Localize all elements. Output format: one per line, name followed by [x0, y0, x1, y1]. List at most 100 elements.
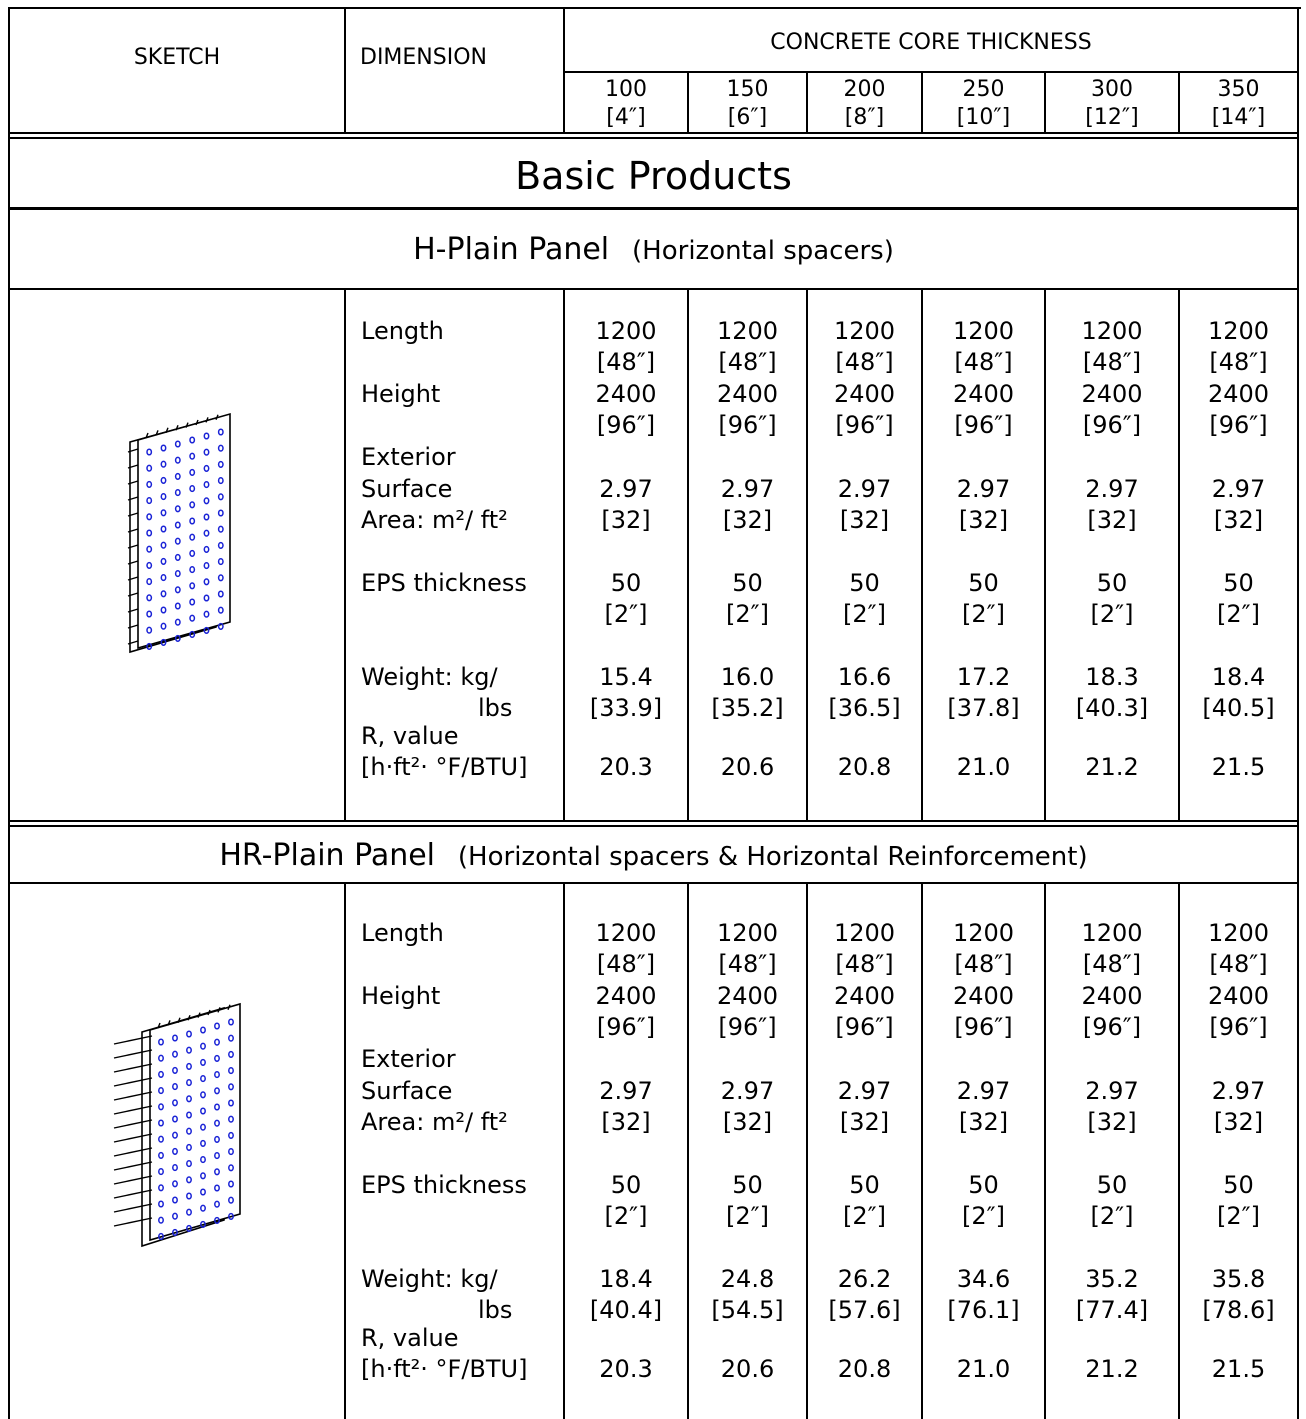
thickness-mm: 250 — [962, 77, 1005, 102]
value-length_in: [48″] — [954, 348, 1013, 376]
p2-divider-c — [687, 882, 689, 1419]
value-height: 2400 — [833, 380, 896, 408]
value-length: 1200 — [833, 317, 896, 345]
value-r: 21.2 — [1085, 753, 1139, 781]
product-desc: (Horizontal spacers & Horizontal Reinfor… — [457, 842, 1088, 872]
value-weight_lbs: [78.6] — [1202, 1296, 1275, 1324]
dimension-label-ext1: Exterior — [361, 1045, 456, 1073]
product-desc: (Horizontal spacers) — [632, 236, 894, 266]
value-weight: 15.4 — [599, 663, 653, 691]
value-weight: 18.4 — [1211, 663, 1266, 691]
value-eps: 50 — [849, 1171, 880, 1199]
value-height_in: [96″] — [596, 411, 656, 439]
concrete-core-header: CONCRETE CORE THICKNESS — [770, 30, 1092, 55]
value-eps_in: [2″] — [1217, 600, 1260, 628]
table-border-left — [8, 7, 10, 1419]
value-weight: 35.8 — [1211, 1265, 1266, 1293]
value-eps_in: [2″] — [726, 600, 769, 628]
thickness-in: [12″] — [1085, 105, 1139, 130]
value-length_in: [48″] — [596, 348, 656, 376]
value-area_ft: [32] — [722, 1108, 773, 1136]
value-eps: 50 — [1223, 1171, 1254, 1199]
value-length: 1200 — [716, 919, 779, 947]
value-height: 2400 — [595, 982, 657, 1010]
value-weight: 26.2 — [837, 1265, 892, 1293]
product-title-2: HR-Plain Panel (Horizontal spacers & Hor… — [10, 834, 1297, 879]
value-area: 2.97 — [599, 475, 653, 503]
value-area: 2.97 — [956, 1077, 1011, 1105]
dimension-label-r2: [h·ft²· °F/BTU] — [361, 1355, 528, 1383]
value-length_in: [48″] — [835, 348, 894, 376]
value-area: 2.97 — [1085, 1077, 1139, 1105]
p2-divider-e — [921, 882, 923, 1419]
product-double-rule-a — [9, 820, 1299, 822]
dimension-label-ext3: Area: m²/ ft² — [361, 506, 508, 534]
value-weight_lbs: [37.8] — [947, 694, 1020, 722]
value-weight_lbs: [40.5] — [1202, 694, 1275, 722]
value-r: 21.5 — [1211, 1355, 1266, 1383]
product-2-title-rule — [9, 882, 1299, 884]
p1-divider-a — [344, 288, 346, 820]
value-length_in: [48″] — [1209, 348, 1268, 376]
value-weight_lbs: [77.4] — [1075, 1296, 1149, 1324]
thickness-mm: 300 — [1091, 77, 1133, 102]
value-height_in: [96″] — [1082, 411, 1142, 439]
dimension-label-ext2: Surface — [361, 1077, 453, 1105]
thickness-col-divider-2 — [806, 71, 808, 132]
dimension-label-r1: R, value — [361, 1324, 459, 1352]
value-height_in: [96″] — [1082, 1013, 1142, 1041]
value-weight_lbs: [36.5] — [828, 694, 901, 722]
thickness-in: [4″] — [606, 105, 646, 130]
p2-divider-g — [1178, 882, 1180, 1419]
value-eps_in: [2″] — [604, 1202, 648, 1230]
value-weight_lbs: [76.1] — [947, 1296, 1020, 1324]
value-length_in: [48″] — [835, 950, 894, 978]
reinforced-panel-sketch-icon — [113, 1002, 241, 1248]
value-height_in: [96″] — [1209, 411, 1268, 439]
dimension-label-weight2: lbs — [478, 694, 513, 722]
value-eps: 50 — [1096, 1171, 1128, 1199]
value-r: 20.8 — [837, 1355, 892, 1383]
value-eps: 50 — [968, 569, 999, 597]
value-area: 2.97 — [1211, 1077, 1266, 1105]
header-double-rule-b — [9, 137, 1299, 139]
thickness-col-divider-3 — [921, 71, 923, 132]
value-length: 1200 — [1081, 317, 1143, 345]
value-area: 2.97 — [720, 475, 775, 503]
value-length: 1200 — [952, 317, 1015, 345]
value-area_ft: [32] — [839, 506, 890, 534]
value-weight: 34.6 — [956, 1265, 1011, 1293]
header-double-rule-a — [9, 132, 1299, 134]
value-length_in: [48″] — [718, 348, 777, 376]
value-area: 2.97 — [1085, 475, 1139, 503]
value-eps_in: [2″] — [962, 1202, 1005, 1230]
value-area_ft: [32] — [1213, 506, 1264, 534]
value-height_in: [96″] — [954, 411, 1013, 439]
value-area_ft: [32] — [601, 506, 651, 534]
p2-divider-d — [806, 882, 808, 1419]
value-area_ft: [32] — [1213, 1108, 1264, 1136]
value-r: 20.6 — [720, 753, 775, 781]
dimension-label-eps: EPS thickness — [361, 569, 527, 597]
value-eps: 50 — [610, 569, 642, 597]
value-length_in: [48″] — [1209, 950, 1268, 978]
value-weight: 24.8 — [720, 1265, 775, 1293]
sketch-header: SKETCH — [133, 45, 221, 70]
value-length_in: [48″] — [1082, 348, 1142, 376]
value-weight: 16.0 — [720, 663, 775, 691]
product-title-1: H-Plain Panel (Horizontal spacers) — [10, 228, 1297, 273]
p1-divider-b — [563, 288, 565, 820]
value-weight: 17.2 — [956, 663, 1011, 691]
value-height_in: [96″] — [1209, 1013, 1268, 1041]
value-r: 21.2 — [1085, 1355, 1139, 1383]
value-eps_in: [2″] — [843, 1202, 886, 1230]
thickness-mm: 150 — [726, 77, 769, 102]
value-area: 2.97 — [956, 475, 1011, 503]
dimension-label-length: Length — [361, 317, 444, 345]
value-r: 20.3 — [599, 1355, 653, 1383]
thickness-in: [14″] — [1211, 105, 1266, 130]
value-r: 20.3 — [599, 753, 653, 781]
value-length: 1200 — [1207, 317, 1270, 345]
value-area_ft: [32] — [1087, 506, 1137, 534]
value-height: 2400 — [595, 380, 657, 408]
